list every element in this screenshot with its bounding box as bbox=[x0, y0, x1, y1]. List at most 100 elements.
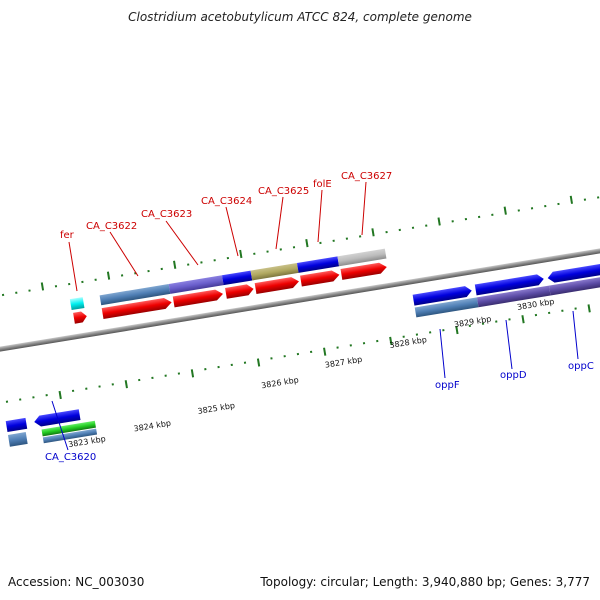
minor-tick bbox=[19, 398, 22, 401]
minor-tick bbox=[464, 217, 468, 221]
scale-label-group: 3823 kbp 3824 kbp 3825 kbp 3826 kbp 3827… bbox=[68, 297, 555, 449]
minor-tick bbox=[226, 256, 230, 260]
leader-ca-c3624 bbox=[225, 206, 239, 257]
minor-tick bbox=[85, 387, 88, 390]
gene-fer-forward-block bbox=[69, 297, 85, 311]
minor-tick bbox=[28, 289, 31, 292]
major-tick bbox=[569, 195, 574, 204]
minor-tick bbox=[217, 365, 220, 369]
major-tick bbox=[437, 217, 441, 226]
minor-tick bbox=[54, 285, 58, 288]
minor-tick bbox=[583, 198, 587, 201]
scale-label: 3825 kbp bbox=[197, 401, 236, 416]
gene-ca-c3624-arrow bbox=[225, 284, 254, 299]
minor-tick bbox=[68, 282, 71, 286]
minor-tick bbox=[385, 230, 388, 234]
leader-oppf bbox=[439, 328, 446, 379]
leader-ca-c3620 bbox=[51, 400, 69, 451]
leader-ca-c3625 bbox=[275, 196, 284, 250]
minor-tick bbox=[230, 363, 233, 367]
gene-ca-c3622-arrow bbox=[101, 297, 172, 320]
minor-tick bbox=[204, 368, 207, 371]
minor-tick bbox=[164, 374, 167, 377]
minor-tick bbox=[332, 239, 335, 242]
gene-ca-c3620-block bbox=[41, 420, 96, 437]
minor-tick bbox=[187, 263, 190, 266]
minor-tick bbox=[309, 350, 313, 354]
gene-label-ca-c3623: CA_C3623 bbox=[141, 209, 192, 220]
gene-label-fer: fer bbox=[60, 230, 75, 241]
minor-tick bbox=[32, 396, 35, 399]
gene-ca-c3627-block bbox=[337, 248, 387, 267]
minor-tick bbox=[425, 224, 428, 227]
minor-tick bbox=[451, 220, 454, 223]
minor-tick bbox=[138, 378, 141, 382]
major-tick bbox=[521, 315, 525, 324]
minor-tick bbox=[213, 259, 216, 262]
leader-ca-c3623 bbox=[165, 220, 199, 266]
gene-label-ca-c3625: CA_C3625 bbox=[258, 186, 309, 197]
minor-tick bbox=[557, 202, 560, 206]
minor-tick bbox=[319, 241, 322, 245]
major-tick bbox=[106, 271, 111, 280]
gene-left-edge-block bbox=[7, 432, 28, 447]
gene-ca-c3620-under-block bbox=[42, 428, 98, 444]
minor-tick bbox=[428, 331, 432, 334]
minor-tick bbox=[508, 318, 511, 321]
minor-tick bbox=[362, 342, 366, 345]
upper-tick-row bbox=[1, 195, 600, 297]
major-tick bbox=[256, 358, 261, 367]
gene-oppc-arrow bbox=[547, 262, 600, 283]
major-tick bbox=[455, 325, 459, 335]
major-tick bbox=[190, 369, 195, 378]
gene-oppd-block bbox=[476, 285, 551, 308]
gene-label-ca-c3627: CA_C3627 bbox=[341, 171, 392, 182]
leader-lines-lower bbox=[51, 310, 579, 451]
minor-tick bbox=[495, 320, 498, 323]
gene-ca-c3625-block bbox=[250, 263, 299, 281]
leader-oppd bbox=[505, 319, 513, 370]
gene-label-ca-c3622: CA_C3622 bbox=[86, 221, 137, 232]
minor-tick bbox=[81, 280, 84, 284]
scale-label: 3826 kbp bbox=[261, 375, 300, 390]
gene-label-ca-c3624: CA_C3624 bbox=[201, 196, 252, 207]
minor-tick bbox=[358, 235, 362, 238]
major-tick bbox=[305, 239, 309, 248]
minor-tick bbox=[253, 252, 256, 255]
gene-ca-c3623-arrow bbox=[172, 289, 223, 308]
leader-ca-c3622 bbox=[109, 231, 139, 277]
minor-tick bbox=[270, 357, 273, 360]
minor-tick bbox=[1, 293, 5, 297]
scale-label: 3824 kbp bbox=[133, 419, 172, 434]
gene-label-ca-c3620: CA_C3620 bbox=[45, 452, 96, 463]
gene-fole-block bbox=[296, 256, 340, 273]
minor-tick bbox=[415, 333, 419, 336]
minor-tick bbox=[200, 261, 203, 264]
minor-tick bbox=[345, 237, 349, 240]
minor-tick bbox=[534, 313, 538, 317]
minor-tick bbox=[574, 307, 577, 310]
minor-tick bbox=[98, 385, 101, 388]
gene-label-fole: folE bbox=[313, 179, 332, 190]
major-tick bbox=[124, 380, 128, 389]
gene-oppf-block bbox=[414, 297, 479, 318]
minor-tick bbox=[491, 213, 494, 216]
gene-ca-c3624-block bbox=[221, 270, 253, 286]
leader-fer bbox=[68, 241, 78, 292]
gene-oppf-arrow bbox=[412, 286, 472, 306]
lower-tick-row bbox=[5, 304, 591, 403]
major-tick bbox=[40, 282, 45, 291]
minor-tick bbox=[266, 250, 269, 253]
scale-label: 3828 kbp bbox=[389, 335, 428, 350]
minor-tick bbox=[530, 207, 534, 210]
scale-label: 3827 kbp bbox=[324, 355, 363, 370]
gene-label-oppc: oppC bbox=[568, 361, 594, 372]
minor-tick bbox=[402, 335, 405, 338]
gene-ca-c3622-block bbox=[99, 284, 171, 306]
gene-ca-c3625-arrow bbox=[254, 277, 299, 294]
map-title: Clostridium acetobutylicum ATCC 824, com… bbox=[128, 10, 472, 24]
major-tick bbox=[587, 304, 591, 313]
topology-text: Topology: circular; Length: 3,940,880 bp… bbox=[260, 575, 590, 589]
gene-ca-c3627-arrow bbox=[340, 262, 387, 280]
